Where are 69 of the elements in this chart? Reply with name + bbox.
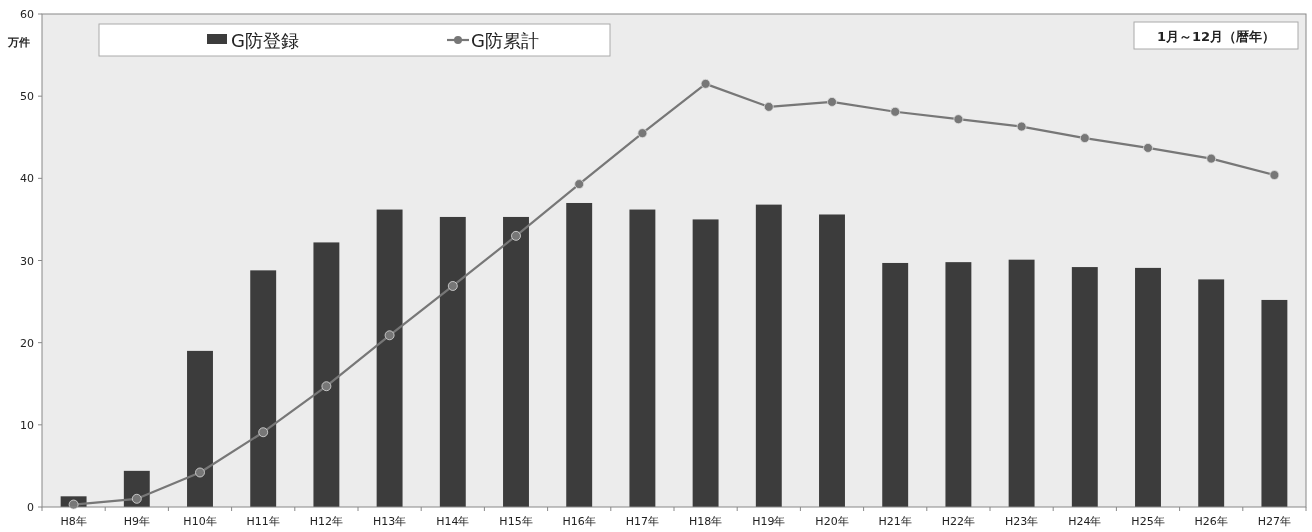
point bbox=[511, 230, 521, 241]
point bbox=[890, 106, 901, 117]
point bbox=[321, 381, 332, 392]
point bbox=[827, 97, 837, 107]
x-tick-label: H16年 bbox=[562, 515, 596, 528]
bar bbox=[819, 214, 845, 507]
bar bbox=[376, 209, 403, 507]
point bbox=[258, 427, 269, 438]
y-tick-label: 10 bbox=[20, 418, 34, 432]
x-tick-label: H18年 bbox=[688, 515, 723, 528]
point bbox=[447, 281, 458, 291]
point bbox=[700, 78, 711, 89]
x-tick-label: H13年 bbox=[372, 515, 407, 528]
x-tick-label: H23年 bbox=[1004, 515, 1039, 528]
x-tick-label: H26年 bbox=[1194, 515, 1228, 528]
x-tick-label: H27年 bbox=[1257, 515, 1292, 528]
y-tick-label: 40 bbox=[20, 172, 34, 186]
x-tick-label: H9年 bbox=[123, 515, 150, 528]
x-tick-label: H10年 bbox=[183, 515, 217, 528]
x-tick-label: H22年 bbox=[941, 515, 976, 528]
y-tick-label: 20 bbox=[20, 336, 34, 350]
point bbox=[1206, 153, 1217, 164]
bar bbox=[250, 270, 277, 507]
bar bbox=[313, 242, 340, 507]
point bbox=[1269, 170, 1280, 180]
y-axis-title: 万件 bbox=[7, 36, 30, 49]
bar bbox=[1198, 279, 1225, 507]
point bbox=[1079, 133, 1090, 143]
bar bbox=[629, 209, 656, 507]
x-tick-label: H19年 bbox=[752, 515, 786, 528]
y-tick-label: 60 bbox=[20, 8, 34, 21]
point bbox=[195, 467, 205, 478]
bar bbox=[439, 216, 466, 507]
bar bbox=[566, 202, 593, 507]
x-tick-label: H17年 bbox=[625, 515, 660, 528]
legend-label: G防累計 bbox=[471, 30, 539, 51]
x-tick-label: H11年 bbox=[246, 515, 280, 528]
bar bbox=[755, 204, 782, 507]
legend-label: G防登録 bbox=[231, 30, 299, 51]
y-tick-label: 30 bbox=[20, 254, 34, 268]
point bbox=[1143, 143, 1153, 153]
bar bbox=[1071, 267, 1098, 507]
point bbox=[953, 114, 964, 125]
bar bbox=[1008, 259, 1035, 507]
bar bbox=[187, 350, 213, 507]
y-tick-label: 50 bbox=[20, 90, 34, 104]
x-tick-label: H24年 bbox=[1068, 515, 1102, 528]
x-tick-label: H21年 bbox=[878, 515, 912, 528]
x-tick-label: H8年 bbox=[60, 515, 87, 528]
bar bbox=[1261, 299, 1288, 507]
point bbox=[637, 128, 648, 139]
x-tick-label: H25年 bbox=[1131, 515, 1165, 528]
y-tick-label: 0 bbox=[27, 501, 34, 514]
point bbox=[1016, 121, 1027, 132]
bar bbox=[503, 216, 529, 507]
point bbox=[763, 101, 774, 112]
bar bbox=[945, 262, 972, 507]
bar bbox=[882, 262, 909, 507]
point bbox=[574, 179, 585, 189]
bar bbox=[692, 219, 719, 507]
point bbox=[384, 330, 395, 341]
x-tick-label: H20年 bbox=[815, 515, 849, 528]
bar bbox=[1135, 267, 1161, 507]
annotation: 1月～12月（暦年） bbox=[1156, 29, 1276, 44]
x-tick-label: H14年 bbox=[436, 515, 470, 528]
annotation-note-box: 1月～12月（暦年） bbox=[1133, 21, 1299, 50]
x-tick-label: H12年 bbox=[309, 515, 344, 528]
x-tick-label: H15年 bbox=[499, 515, 533, 528]
point bbox=[131, 493, 142, 504]
